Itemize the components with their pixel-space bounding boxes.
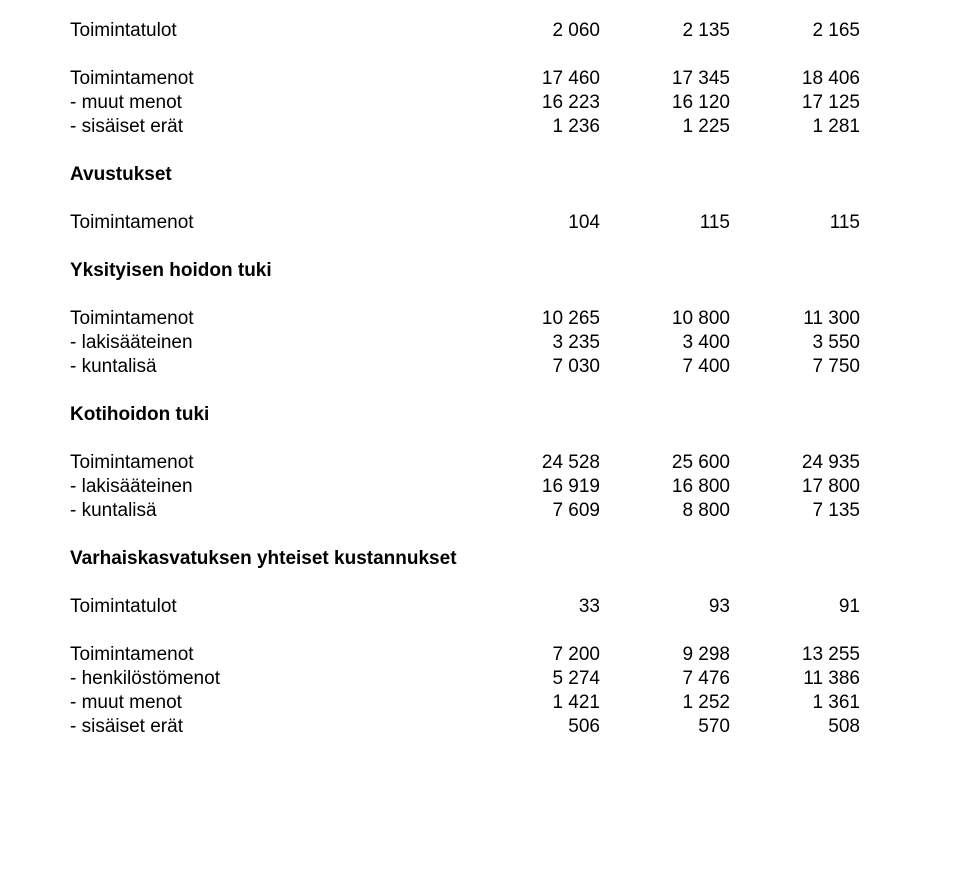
row-label: Toimintamenot: [70, 644, 470, 667]
table-row: Toimintatulot2 0602 1352 165: [70, 20, 900, 44]
row-label: - kuntalisä: [70, 356, 470, 379]
table-row: Avustukset: [70, 164, 900, 188]
cell-value: 2 060: [470, 20, 600, 43]
cell-value: 1 252: [600, 692, 730, 715]
cell-value: 1 281: [730, 116, 860, 139]
cell-value: 1 236: [470, 116, 600, 139]
table-row: Kotihoidon tuki: [70, 404, 900, 428]
table-row: Toimintamenot17 46017 34518 406: [70, 68, 900, 92]
cell-value: 10 800: [600, 308, 730, 331]
row-label: Toimintatulot: [70, 596, 470, 619]
table-row: - kuntalisä7 6098 8007 135: [70, 500, 900, 524]
cell-value: 18 406: [730, 68, 860, 91]
cell-value: 115: [730, 212, 860, 235]
table-row: Varhaiskasvatuksen yhteiset kustannukset: [70, 548, 900, 572]
spacer: [70, 44, 900, 68]
table-row: - muut menot1 4211 2521 361: [70, 692, 900, 716]
cell-value: 17 460: [470, 68, 600, 91]
cell-value: 104: [470, 212, 600, 235]
row-label: Varhaiskasvatuksen yhteiset kustannukset: [70, 548, 470, 571]
row-label: Toimintamenot: [70, 452, 470, 475]
row-label: - lakisääteinen: [70, 476, 470, 499]
row-label: - henkilöstömenot: [70, 668, 470, 691]
cell-value: 8 800: [600, 500, 730, 523]
row-label: Kotihoidon tuki: [70, 404, 470, 427]
spacer: [70, 428, 900, 452]
cell-value: 33: [470, 596, 600, 619]
cell-value: 7 030: [470, 356, 600, 379]
cell-value: 1 361: [730, 692, 860, 715]
spacer: [70, 380, 900, 404]
spacer: [70, 236, 900, 260]
cell-value: 7 609: [470, 500, 600, 523]
cell-value: 25 600: [600, 452, 730, 475]
row-label: Toimintamenot: [70, 68, 470, 91]
row-label: - kuntalisä: [70, 500, 470, 523]
cell-value: 17 125: [730, 92, 860, 115]
table-row: Toimintamenot104115115: [70, 212, 900, 236]
cell-value: 17 800: [730, 476, 860, 499]
cell-value: 10 265: [470, 308, 600, 331]
table-row: - lakisääteinen16 91916 80017 800: [70, 476, 900, 500]
row-label: - muut menot: [70, 692, 470, 715]
cell-value: 115: [600, 212, 730, 235]
table-row: Toimintatulot339391: [70, 596, 900, 620]
cell-value: 2 135: [600, 20, 730, 43]
cell-value: 5 274: [470, 668, 600, 691]
cell-value: 7 400: [600, 356, 730, 379]
cell-value: 1 225: [600, 116, 730, 139]
table-row: - muut menot16 22316 12017 125: [70, 92, 900, 116]
table-row: - sisäiset erät506570508: [70, 716, 900, 740]
row-label: - lakisääteinen: [70, 332, 470, 355]
cell-value: 91: [730, 596, 860, 619]
cell-value: 3 550: [730, 332, 860, 355]
row-label: Toimintatulot: [70, 20, 470, 43]
row-label: - muut menot: [70, 92, 470, 115]
cell-value: 24 528: [470, 452, 600, 475]
cell-value: 2 165: [730, 20, 860, 43]
cell-value: 570: [600, 716, 730, 739]
spacer: [70, 284, 900, 308]
cell-value: 9 298: [600, 644, 730, 667]
table-row: Toimintamenot24 52825 60024 935: [70, 452, 900, 476]
table-row: - lakisääteinen3 2353 4003 550: [70, 332, 900, 356]
cell-value: 1 421: [470, 692, 600, 715]
cell-value: 16 919: [470, 476, 600, 499]
row-label: Toimintamenot: [70, 212, 470, 235]
cell-value: 16 223: [470, 92, 600, 115]
cell-value: 24 935: [730, 452, 860, 475]
spacer: [70, 524, 900, 548]
cell-value: 16 800: [600, 476, 730, 499]
spacer: [70, 140, 900, 164]
table-row: Toimintamenot10 26510 80011 300: [70, 308, 900, 332]
spacer: [70, 188, 900, 212]
spacer: [70, 620, 900, 644]
cell-value: 7 750: [730, 356, 860, 379]
table-row: Yksityisen hoidon tuki: [70, 260, 900, 284]
cell-value: 7 476: [600, 668, 730, 691]
cell-value: 506: [470, 716, 600, 739]
cell-value: 7 135: [730, 500, 860, 523]
spacer: [70, 572, 900, 596]
row-label: - sisäiset erät: [70, 716, 470, 739]
cell-value: 11 300: [730, 308, 860, 331]
cell-value: 3 400: [600, 332, 730, 355]
cell-value: 7 200: [470, 644, 600, 667]
table-row: - kuntalisä7 0307 4007 750: [70, 356, 900, 380]
cell-value: 11 386: [730, 668, 860, 691]
cell-value: 3 235: [470, 332, 600, 355]
row-label: Yksityisen hoidon tuki: [70, 260, 470, 283]
cell-value: 508: [730, 716, 860, 739]
row-label: - sisäiset erät: [70, 116, 470, 139]
row-label: Avustukset: [70, 164, 470, 187]
cell-value: 13 255: [730, 644, 860, 667]
table-row: Toimintamenot7 2009 29813 255: [70, 644, 900, 668]
cell-value: 17 345: [600, 68, 730, 91]
table-row: - sisäiset erät1 2361 2251 281: [70, 116, 900, 140]
table-row: - henkilöstömenot5 2747 47611 386: [70, 668, 900, 692]
row-label: Toimintamenot: [70, 308, 470, 331]
cell-value: 16 120: [600, 92, 730, 115]
cell-value: 93: [600, 596, 730, 619]
